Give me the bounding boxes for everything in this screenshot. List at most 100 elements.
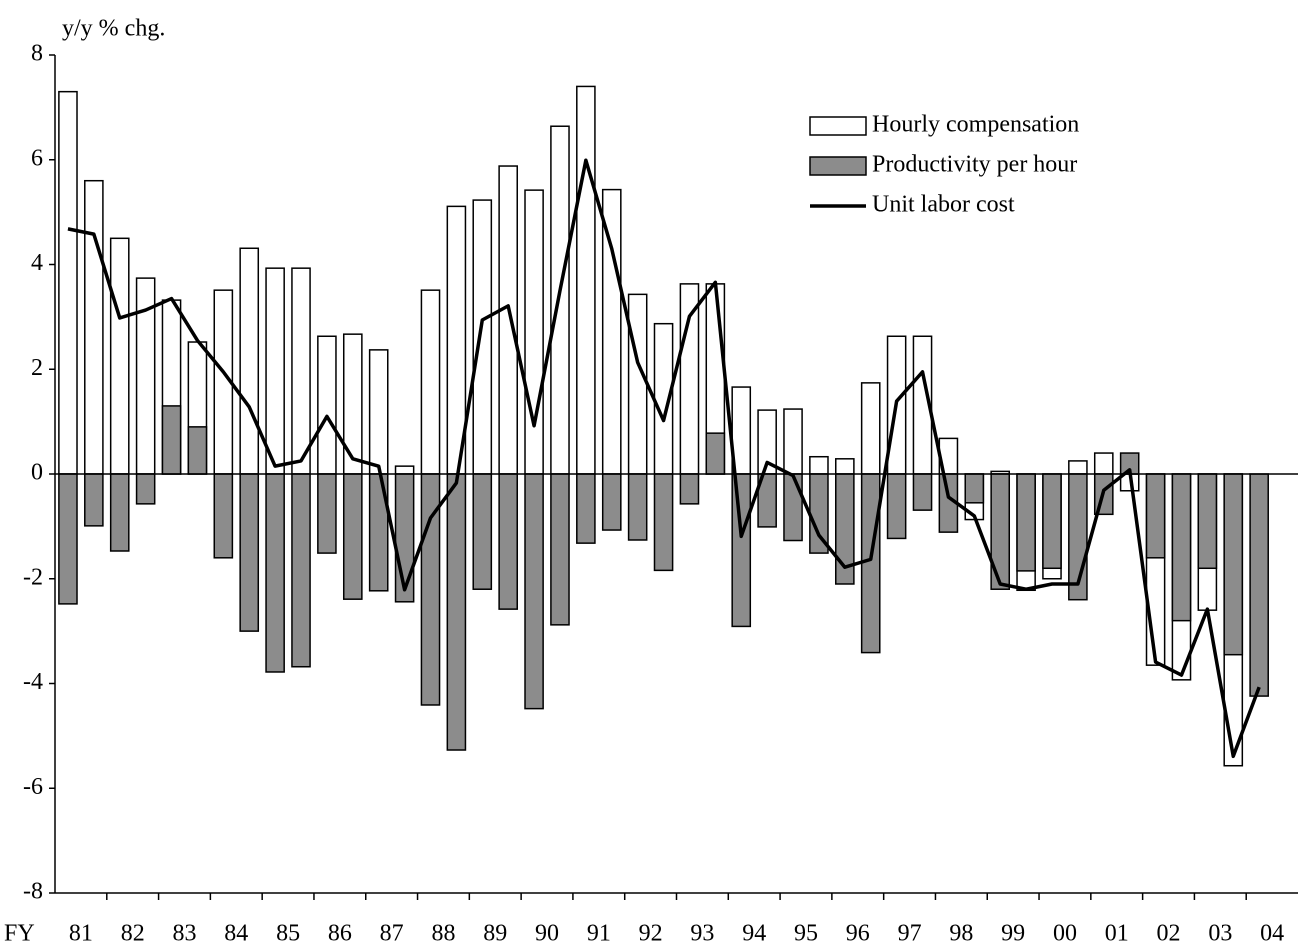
bar bbox=[498, 473, 518, 610]
bar bbox=[1145, 473, 1166, 559]
x-tick-label: 97 bbox=[898, 921, 922, 947]
y-axis-label: y/y % chg. bbox=[62, 16, 165, 42]
bar bbox=[187, 426, 208, 475]
x-tick-label: 00 bbox=[1053, 921, 1077, 947]
x-tick-label: 04 bbox=[1260, 921, 1284, 947]
bar bbox=[912, 473, 933, 511]
bar bbox=[783, 473, 803, 542]
bar bbox=[679, 283, 700, 475]
bar bbox=[964, 473, 985, 504]
x-tick-label: 93 bbox=[690, 921, 714, 947]
bar bbox=[783, 408, 803, 475]
x-tick-label: 84 bbox=[224, 921, 248, 947]
bar bbox=[1197, 473, 1218, 570]
x-tick-label: 91 bbox=[587, 921, 611, 947]
bar bbox=[472, 473, 493, 590]
bar bbox=[601, 473, 622, 531]
legend-swatch bbox=[809, 156, 867, 176]
bar bbox=[705, 432, 726, 475]
bar bbox=[291, 473, 311, 668]
bar bbox=[161, 405, 182, 475]
x-tick-label: 02 bbox=[1157, 921, 1181, 947]
bar bbox=[1171, 473, 1192, 622]
bar bbox=[627, 473, 648, 541]
bar bbox=[472, 199, 493, 475]
bar bbox=[342, 333, 363, 475]
bar bbox=[58, 473, 78, 605]
x-tick-label: 87 bbox=[380, 921, 404, 947]
bar bbox=[368, 349, 389, 475]
bar bbox=[394, 465, 415, 475]
bar bbox=[265, 473, 285, 673]
legend-swatch bbox=[809, 116, 867, 136]
bar bbox=[550, 125, 570, 475]
legend-label: Hourly compensation bbox=[872, 112, 1079, 138]
bar bbox=[1016, 473, 1036, 572]
bar bbox=[446, 473, 467, 751]
bar bbox=[809, 455, 829, 475]
x-tick-label: 83 bbox=[172, 921, 196, 947]
legend-label: Unit labor cost bbox=[872, 192, 1015, 218]
bar bbox=[317, 473, 337, 554]
bar bbox=[860, 382, 881, 475]
bar bbox=[731, 473, 752, 628]
x-tick-label: 92 bbox=[639, 921, 663, 947]
bar bbox=[239, 473, 260, 632]
legend-label: Productivity per hour bbox=[872, 152, 1077, 178]
y-tick-label: -2 bbox=[23, 564, 43, 590]
bar bbox=[1042, 473, 1062, 570]
bar bbox=[835, 458, 855, 475]
bar bbox=[627, 293, 648, 475]
bar bbox=[342, 473, 363, 600]
bar bbox=[886, 473, 907, 540]
bar bbox=[1223, 473, 1244, 656]
y-tick-label: 0 bbox=[31, 460, 43, 486]
x-tick-label: 90 bbox=[535, 921, 559, 947]
y-tick-label: -4 bbox=[23, 669, 43, 695]
y-tick-label: 4 bbox=[31, 250, 43, 276]
bar bbox=[679, 473, 700, 505]
bar bbox=[291, 267, 311, 475]
bar bbox=[576, 473, 596, 544]
bar bbox=[109, 237, 130, 475]
line bbox=[67, 158, 1261, 759]
y-tick-label: 8 bbox=[31, 41, 43, 67]
bar bbox=[524, 189, 544, 475]
x-tick-label: 99 bbox=[1001, 921, 1025, 947]
x-tick-label: 86 bbox=[328, 921, 352, 947]
x-tick-label: 98 bbox=[949, 921, 973, 947]
bar bbox=[1249, 473, 1269, 697]
bar bbox=[213, 473, 234, 559]
y-tick-label: 6 bbox=[31, 145, 43, 171]
bar bbox=[498, 165, 518, 475]
x-tick-label: 96 bbox=[846, 921, 870, 947]
bar bbox=[860, 473, 881, 654]
bar bbox=[135, 473, 156, 505]
y-tick-label: -6 bbox=[23, 774, 43, 800]
y-tick-label: 2 bbox=[31, 355, 43, 381]
x-tick-label: 94 bbox=[742, 921, 766, 947]
x-tick-label: 95 bbox=[794, 921, 818, 947]
x-axis-label: FY bbox=[4, 921, 35, 947]
bar bbox=[58, 90, 78, 475]
x-tick-label: 82 bbox=[121, 921, 145, 947]
bar bbox=[109, 473, 130, 552]
bar bbox=[1068, 460, 1088, 475]
y-tick-label: -8 bbox=[23, 879, 43, 905]
bar bbox=[317, 335, 337, 475]
bar bbox=[84, 473, 104, 527]
x-tick-label: 81 bbox=[69, 921, 93, 947]
x-tick-label: 03 bbox=[1208, 921, 1232, 947]
x-tick-label: 01 bbox=[1105, 921, 1129, 947]
bar bbox=[265, 267, 285, 475]
bar bbox=[420, 289, 441, 475]
x-tick-label: 85 bbox=[276, 921, 300, 947]
bar bbox=[550, 473, 570, 626]
bar bbox=[1093, 452, 1114, 475]
bar bbox=[653, 473, 674, 572]
bar bbox=[524, 473, 544, 710]
x-tick-label: 89 bbox=[483, 921, 507, 947]
bar bbox=[84, 179, 104, 475]
